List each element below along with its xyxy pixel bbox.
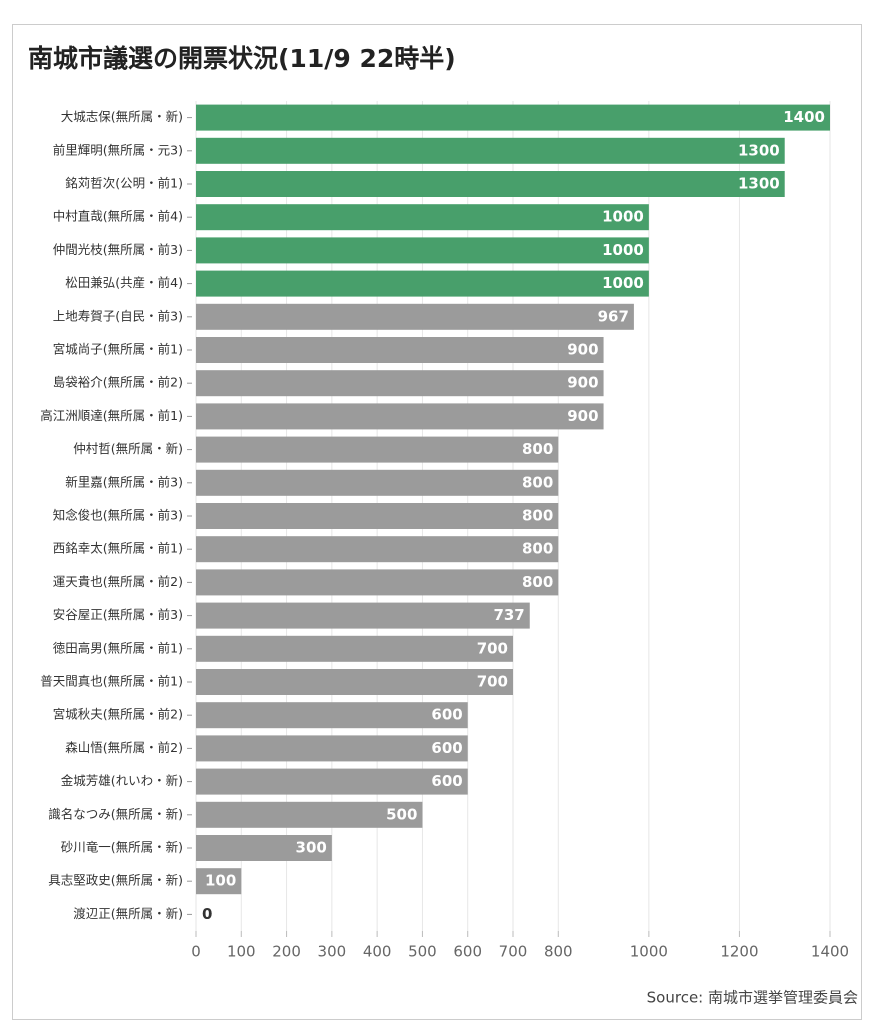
- x-tick-label: 1000: [630, 943, 668, 961]
- y-tick-label: 宮城秋夫(無所属・前2): [53, 707, 183, 722]
- y-tick-label: 松田兼弘(共産・前4): [65, 275, 183, 290]
- x-tick-label: 400: [363, 943, 392, 961]
- x-tick-label: 600: [453, 943, 482, 961]
- value-label: 800: [522, 440, 553, 458]
- y-tick-label: 具志堅政史(無所属・新): [48, 873, 183, 888]
- y-tick-label: 高江洲順達(無所属・前1): [40, 408, 183, 423]
- bar: [196, 669, 513, 695]
- value-label: 1400: [783, 108, 825, 126]
- bar: [196, 270, 649, 297]
- value-label: 1000: [602, 274, 644, 292]
- value-label: 800: [522, 507, 553, 525]
- y-tick-label: 新里嘉(無所属・前3): [65, 474, 183, 489]
- bar: [196, 370, 604, 397]
- y-tick-label: 銘苅哲次(公明・前1): [65, 176, 183, 191]
- y-tick-label: 徳田高男(無所属・前1): [53, 640, 183, 655]
- bar: [196, 237, 649, 264]
- y-tick-label: 島袋裕介(無所属・前2): [53, 375, 183, 390]
- value-label: 1000: [602, 208, 644, 226]
- value-label: 100: [205, 872, 236, 890]
- bar: [196, 303, 634, 330]
- bar: [196, 137, 785, 164]
- x-tick-label: 800: [544, 943, 573, 961]
- x-tick-label: 1200: [720, 943, 758, 961]
- bar: [196, 469, 559, 496]
- value-label: 900: [567, 407, 598, 425]
- x-tick-label: 200: [272, 943, 301, 961]
- y-tick-label: 金城芳雄(れいわ・新): [61, 773, 183, 788]
- x-tick-label: 300: [318, 943, 347, 961]
- y-tick-label: 仲村哲(無所属・新): [73, 441, 183, 456]
- bar: [196, 868, 242, 895]
- bar: [196, 536, 559, 563]
- bar: [196, 403, 604, 430]
- y-tick-label: 普天間真也(無所属・前1): [40, 674, 183, 689]
- bar: [196, 702, 468, 729]
- value-label: 600: [431, 706, 462, 724]
- x-tick-label: 700: [499, 943, 528, 961]
- bar: [196, 204, 649, 231]
- y-tick-label: 砂川竜一(無所属・新): [61, 840, 183, 855]
- y-tick-label: 仲間光枝(無所属・前3): [53, 242, 183, 257]
- value-label: 300: [296, 839, 327, 857]
- y-tick-label: 安谷屋正(無所属・前3): [53, 607, 183, 622]
- y-tick-label: 上地寿賀子(自民・前3): [53, 308, 183, 323]
- y-tick-label: 渡辺正(無所属・新): [73, 906, 183, 921]
- value-label: 1000: [602, 241, 644, 259]
- bar: [196, 801, 423, 828]
- value-label: 1300: [738, 175, 780, 193]
- source: Source: 南城市選挙管理委員会: [647, 989, 858, 1007]
- x-tick-label: 1400: [811, 943, 849, 961]
- bar: [196, 835, 332, 861]
- y-tick-label: 西銘幸太(無所属・前1): [53, 541, 183, 556]
- y-tick-label: 前里輝明(無所属・元3): [53, 142, 183, 157]
- value-label: 900: [567, 341, 598, 359]
- bar: [196, 337, 604, 363]
- bar: [196, 768, 468, 795]
- bar: [196, 436, 559, 463]
- value-label: 600: [431, 772, 462, 790]
- value-label: 700: [477, 673, 508, 691]
- chart-title: 南城市議選の開票状況(11/9 22時半): [28, 44, 456, 73]
- y-tick-label: 森山悟(無所属・前2): [65, 740, 183, 755]
- y-tick-label: 宮城尚子(無所属・前1): [53, 342, 183, 357]
- value-label: 800: [522, 473, 553, 491]
- value-label: 800: [522, 573, 553, 591]
- x-tick-label: 500: [408, 943, 437, 961]
- bar: [196, 569, 559, 596]
- value-label: 500: [386, 805, 417, 823]
- value-label: 600: [431, 739, 462, 757]
- bar: [196, 635, 513, 662]
- value-label: 967: [598, 307, 629, 325]
- y-tick-label: 運天貴也(無所属・前2): [53, 574, 183, 589]
- value-label: 900: [567, 374, 598, 392]
- y-tick-label: 大城志保(無所属・新): [61, 109, 183, 124]
- y-tick-label: 識名なつみ(無所属・新): [48, 806, 183, 821]
- bar: [196, 171, 785, 197]
- value-label: 737: [493, 606, 524, 624]
- y-tick-label: 中村直哉(無所属・前4): [53, 209, 183, 224]
- bar: [196, 735, 468, 762]
- bar: [196, 503, 559, 529]
- value-label: 800: [522, 540, 553, 558]
- value-label: 0: [202, 905, 212, 923]
- value-label: 700: [477, 639, 508, 657]
- x-tick-label: 100: [227, 943, 256, 961]
- value-label: 1300: [738, 141, 780, 159]
- bar: [196, 104, 830, 131]
- y-tick-label: 知念俊也(無所属・前3): [53, 508, 183, 523]
- bar: [196, 602, 530, 629]
- x-tick-label: 0: [191, 943, 201, 961]
